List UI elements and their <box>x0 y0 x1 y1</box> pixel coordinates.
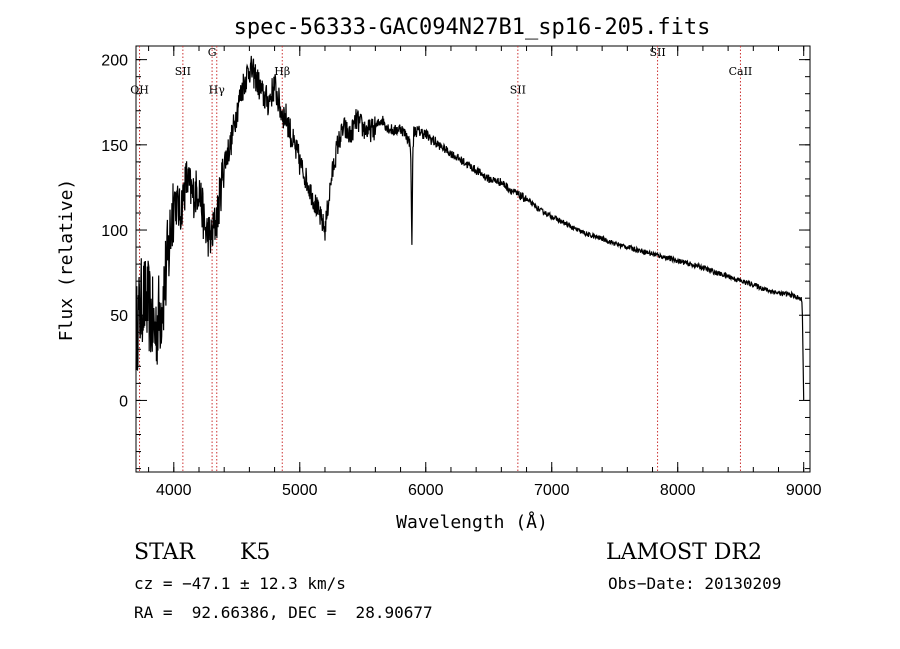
line-label: OH <box>130 84 149 97</box>
y-tick-label: 100 <box>101 223 128 240</box>
line-label: Hβ <box>274 65 290 78</box>
x-tick-label: 8000 <box>660 482 696 499</box>
line-markers: OH SII G Hγ Hβ SII SII CaII <box>130 46 752 472</box>
line-label: CaII <box>729 65 753 78</box>
line-label: G <box>208 46 217 59</box>
x-tick-label: 6000 <box>408 482 444 499</box>
x-tick-label: 4000 <box>156 482 192 499</box>
obs-date-text: Obs−Date: 20130209 <box>608 574 782 593</box>
axis-ticks: 4000 5000 6000 7000 8000 9000 0 50 100 150 200 <box>101 46 822 499</box>
velocity-text: cz = −47.1 ± 12.3 km/s <box>134 574 346 593</box>
x-tick-label: 5000 <box>282 482 318 499</box>
spectrum-line <box>135 55 805 401</box>
coordinates-text: RA = 92.66386, DEC = 28.90677 <box>134 603 433 622</box>
y-axis-label: Flux (relative) <box>56 179 77 342</box>
y-tick-label: 150 <box>101 138 128 155</box>
y-tick-label: 50 <box>110 308 128 325</box>
y-tick-label: 200 <box>101 53 128 70</box>
line-label: Hγ <box>209 84 226 97</box>
object-type: STAR <box>134 540 195 565</box>
line-label: SII <box>510 84 526 97</box>
plot-frame <box>135 45 811 473</box>
x-tick-label: 7000 <box>534 482 570 499</box>
y-tick-label: 0 <box>119 393 128 410</box>
x-axis-label: Wavelength (Å) <box>396 511 548 533</box>
x-tick-label: 9000 <box>786 482 822 499</box>
chart-title: spec-56333-GAC094N27B1_sp16-205.fits <box>234 15 711 40</box>
line-label: SII <box>175 65 191 78</box>
object-subclass: K5 <box>240 540 271 565</box>
survey-label: LAMOST DR2 <box>606 540 762 565</box>
line-label: SII <box>649 46 665 59</box>
